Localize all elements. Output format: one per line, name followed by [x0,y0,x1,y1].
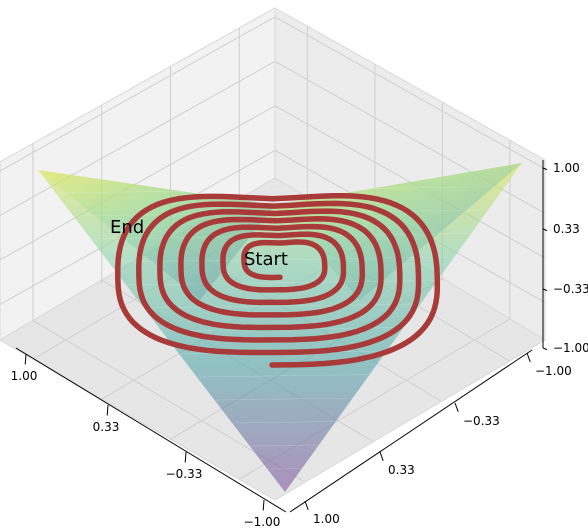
z-axis-tick-label: 0.33 [553,222,580,236]
y-axis-ticks: −1.00 −0.33 0.33 1.00 [304,352,572,526]
x-axis-ticks: 1.00 0.33 −0.33 −1.00 [11,353,281,529]
mesh-line [249,444,319,447]
z-axis-tick-label: −0.33 [553,282,588,296]
x-axis-line [15,347,287,513]
y-axis-line [289,349,533,513]
mesh-line [196,374,370,378]
y-axis-tick-mark [454,402,459,412]
mesh-line [232,421,336,424]
grid-line [0,60,276,216]
z-axis-tick-mark [542,288,548,292]
grid-line [0,105,276,261]
mesh-line [55,186,506,194]
mesh-line [214,397,353,401]
y-axis-tick-label: −0.33 [463,414,500,428]
x-axis-tick-label: −0.33 [166,467,203,481]
z-axis-tick-mark [542,167,548,171]
y-axis-tick-label: −1.00 [535,364,572,378]
mesh-line [267,468,302,470]
y-axis-tick-label: 1.00 [313,512,340,526]
grid-line [0,16,276,172]
x-axis-tick-mark [24,353,27,365]
x-axis-tick-mark [184,451,187,463]
x-axis-tick-label: 1.00 [11,369,38,383]
x-axis-tick-mark [106,404,109,416]
z-axis-tick-mark [542,228,548,232]
x-axis-tick-label: −1.00 [244,515,281,529]
z-axis-tick-label: 1.00 [553,161,580,175]
trajectory-spiral [115,192,441,368]
y-axis-tick-mark [526,352,531,362]
y-axis-tick-mark [379,451,384,461]
z-axis-tick-mark [542,347,548,351]
z-axis-tick-label: −1.00 [553,341,588,355]
x-axis-tick-label: 0.33 [93,420,120,434]
y-axis-tick-mark [304,500,309,510]
x-axis-tick-mark [262,499,265,511]
grid-line [274,16,546,170]
grid-line [274,105,546,259]
y-axis-tick-label: 0.33 [388,463,415,477]
z-axis-ticks: 1.00 0.33 −0.33 −1.00 [542,161,588,355]
annotation-start: Start [244,249,288,270]
mesh-line [126,280,438,286]
trajectory-line [115,192,441,368]
annotation-end: End [110,217,144,238]
